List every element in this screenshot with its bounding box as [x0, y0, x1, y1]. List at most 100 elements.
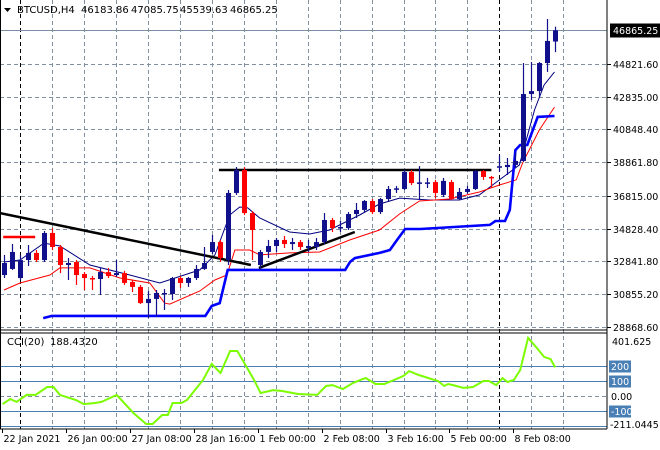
- grid: [0, 0, 607, 429]
- bull-candle: [42, 233, 47, 261]
- bull-candle: [497, 166, 502, 168]
- bear-candle: [138, 286, 143, 304]
- bull-candle: [162, 293, 167, 295]
- cci-level-label: 0.00: [611, 392, 632, 403]
- close-value: 46865.25: [230, 5, 278, 16]
- price-label: 44821.60: [613, 60, 658, 71]
- bear-candle: [489, 176, 494, 179]
- bear-candle: [90, 278, 95, 280]
- cci-level-label: -100: [611, 407, 633, 418]
- cci-panel: 200 100 0.00 -100 401.625 -211.0445: [0, 335, 659, 431]
- chart-header: BTCUSD,H4 46183.86 47085.75 45539.63 468…: [4, 5, 278, 16]
- candles: [2, 19, 558, 319]
- price-label: 36815.00: [613, 192, 658, 203]
- descending-trendline: [0, 211, 252, 267]
- price-label: 42835.00: [613, 93, 658, 104]
- price-label: 40848.40: [613, 125, 658, 136]
- time-label: 28 Jan 16:00: [196, 434, 256, 445]
- ascending-trendline: [258, 230, 356, 270]
- moving-average-line: [3, 106, 555, 305]
- bull-candle: [465, 188, 470, 192]
- bear-candle: [449, 182, 454, 200]
- bull-candle: [417, 182, 422, 184]
- bear-candle: [130, 281, 135, 287]
- bear-candle: [250, 213, 255, 231]
- bear-candle: [74, 262, 79, 276]
- price-label: 32841.80: [613, 257, 658, 268]
- cci-min-label: -211.0445: [610, 420, 659, 431]
- cci-level-box: [609, 360, 631, 373]
- bear-candle: [409, 172, 414, 184]
- cci-level-box: [609, 405, 631, 418]
- bull-candle: [186, 278, 191, 283]
- time-label: 22 Jan 2021: [4, 434, 61, 445]
- trailing-stop-line: [42, 114, 555, 320]
- bull-candle: [202, 263, 207, 269]
- bull-candle: [2, 263, 7, 276]
- bull-candle: [314, 242, 319, 248]
- time-label: 26 Jan 00:00: [68, 434, 128, 445]
- bull-candle: [553, 30, 558, 42]
- current-price-box: [610, 23, 660, 38]
- bull-candle: [378, 199, 383, 213]
- bear-candle: [481, 171, 486, 177]
- price-label: 34828.40: [613, 225, 658, 236]
- bull-candle: [306, 246, 311, 249]
- bear-candle: [178, 278, 183, 283]
- bull-candle: [537, 63, 542, 92]
- bear-candle: [370, 201, 375, 213]
- low-value: 45539.63: [180, 5, 228, 16]
- time-label: 3 Feb 16:00: [388, 434, 444, 445]
- cci-line: [2, 335, 557, 425]
- price-label: 30855.20: [613, 290, 658, 301]
- bull-candle: [266, 246, 271, 252]
- bull-candle: [346, 214, 351, 229]
- time-label: 1 Feb 00:00: [260, 434, 316, 445]
- bull-candle: [425, 182, 430, 184]
- cci-max-label: 401.625: [612, 337, 651, 348]
- bull-candle: [66, 263, 71, 265]
- bear-candle: [82, 274, 87, 279]
- bull-candle: [457, 191, 462, 200]
- time-label: 8 Feb 08:00: [515, 434, 571, 445]
- bull-candle: [402, 172, 407, 189]
- bull-candle: [258, 251, 263, 265]
- current-price-label: 46865.25: [613, 26, 658, 37]
- bull-candle: [146, 298, 151, 304]
- cci-level-label: 100: [611, 377, 629, 388]
- cci-title: CCI(20): [7, 337, 45, 348]
- time-label: 27 Jan 08:00: [132, 434, 192, 445]
- upper-band-line: [3, 71, 555, 284]
- bear-candle: [433, 182, 438, 193]
- bull-candle: [386, 188, 391, 200]
- bull-candle: [529, 91, 534, 95]
- bull-candle: [521, 94, 526, 161]
- bear-candle: [242, 170, 247, 214]
- bear-candle: [50, 233, 55, 248]
- bull-candle: [170, 278, 175, 294]
- bull-candle: [274, 239, 279, 247]
- bull-candle: [505, 164, 510, 168]
- time-label: 2 Feb 08:00: [324, 434, 380, 445]
- bear-candle: [34, 252, 39, 261]
- triangle-down-icon[interactable]: [4, 8, 11, 12]
- cci-level-box: [609, 375, 631, 388]
- bear-candle: [106, 272, 111, 277]
- bull-candle: [194, 268, 199, 279]
- bull-candle: [362, 201, 367, 210]
- bear-candle: [218, 242, 223, 259]
- bull-candle: [98, 272, 103, 279]
- bull-candle: [18, 260, 23, 279]
- bull-candle: [473, 171, 478, 189]
- bear-candle: [330, 219, 335, 229]
- indicator-lines: [0, 71, 555, 320]
- bull-candle: [26, 252, 31, 261]
- bear-candle: [282, 239, 287, 245]
- bull-candle: [322, 219, 327, 243]
- price-label: 28868.60: [613, 323, 658, 334]
- bull-candle: [394, 188, 399, 190]
- cci-header: CCI(20) 188.4320: [7, 337, 98, 348]
- bull-candle: [210, 242, 215, 252]
- bear-candle: [298, 242, 303, 248]
